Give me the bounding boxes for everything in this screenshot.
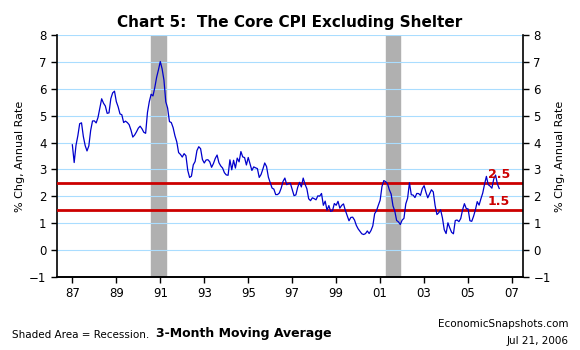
Title: Chart 5:  The Core CPI Excluding Shelter: Chart 5: The Core CPI Excluding Shelter bbox=[117, 15, 463, 30]
Text: 1.5: 1.5 bbox=[488, 195, 510, 208]
Y-axis label: % Chg, Annual Rate: % Chg, Annual Rate bbox=[15, 100, 25, 212]
Y-axis label: % Chg, Annual Rate: % Chg, Annual Rate bbox=[555, 100, 565, 212]
Text: 3-Month Moving Average: 3-Month Moving Average bbox=[156, 327, 331, 340]
Bar bbox=[151, 35, 166, 277]
Text: EconomicSnapshots.com: EconomicSnapshots.com bbox=[438, 319, 568, 329]
Text: Jul 21, 2006: Jul 21, 2006 bbox=[506, 336, 568, 346]
Bar bbox=[386, 35, 400, 277]
Text: Shaded Area = Recession.: Shaded Area = Recession. bbox=[12, 329, 149, 340]
Text: 2.5: 2.5 bbox=[488, 168, 510, 181]
